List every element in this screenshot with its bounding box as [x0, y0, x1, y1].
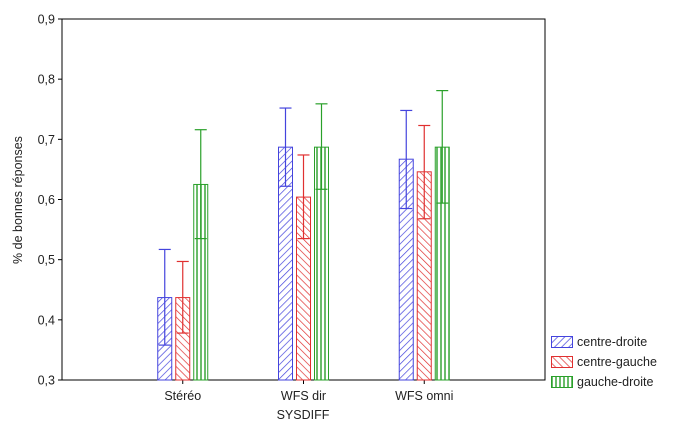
y-tick-label: 0,6 — [38, 193, 55, 207]
y-tick-label: 0,5 — [38, 253, 55, 267]
x-tick-label: WFS omni — [395, 389, 453, 403]
x-tick-label: Stéréo — [164, 389, 201, 403]
legend-swatch — [551, 336, 573, 348]
y-axis-label: % de bonnes réponses — [11, 136, 25, 264]
legend: centre-droite centre-gauche gauche-droite — [551, 332, 671, 392]
y-tick-label: 0,3 — [38, 374, 55, 388]
y-tick-label: 0,4 — [38, 313, 55, 327]
y-tick-label: 0,8 — [38, 73, 55, 87]
legend-item: centre-droite — [551, 332, 671, 352]
y-tick-label: 0,9 — [38, 13, 55, 27]
legend-label: gauche-droite — [577, 375, 654, 389]
legend-swatch — [551, 376, 573, 388]
x-tick-label: WFS dir — [281, 389, 326, 403]
x-axis-label: SYSDIFF — [277, 408, 330, 422]
legend-item: gauche-droite — [551, 372, 671, 392]
y-tick-label: 0,7 — [38, 133, 55, 147]
legend-label: centre-gauche — [577, 355, 657, 369]
legend-swatch — [551, 356, 573, 368]
legend-item: centre-gauche — [551, 352, 671, 372]
legend-label: centre-droite — [577, 335, 648, 349]
